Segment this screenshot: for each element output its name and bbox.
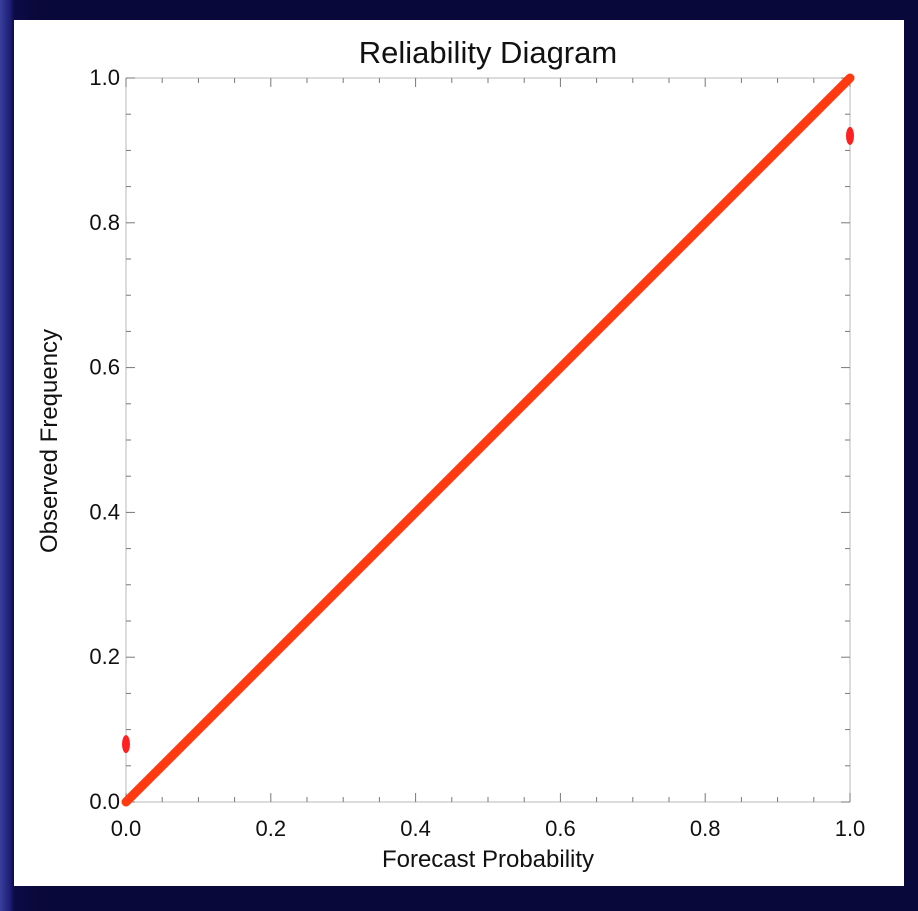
- y-axis-label: Observed Frequency: [36, 329, 63, 553]
- x-tick-label: 0.0: [111, 816, 142, 841]
- y-tick-label: 1.0: [89, 65, 120, 90]
- x-tick-label: 0.6: [545, 816, 576, 841]
- x-tick-label: 0.4: [400, 816, 431, 841]
- y-tick-label: 0.0: [89, 789, 120, 814]
- data-point: [846, 126, 854, 145]
- x-tick-label: 0.8: [690, 816, 721, 841]
- chart-title: Reliability Diagram: [359, 35, 617, 70]
- chart-panel: [14, 20, 904, 886]
- y-tick-label: 0.2: [89, 644, 120, 669]
- x-axis-label: Forecast Probability: [382, 846, 594, 873]
- axes: 0.0 0.2 0.4 0.6 0.8 1.0 0.0 0.2 0.4 0.6 0.8 1.0: [89, 65, 865, 841]
- chart-marks: [121, 73, 855, 807]
- x-tick-label: 1.0: [835, 816, 866, 841]
- y-tick-label: 0.4: [89, 499, 120, 524]
- series-line: [121, 73, 855, 807]
- data-point: [122, 735, 130, 754]
- y-tick-label: 0.6: [89, 355, 120, 380]
- x-tick-label: 0.2: [256, 816, 287, 841]
- y-tick-label: 0.8: [89, 210, 120, 235]
